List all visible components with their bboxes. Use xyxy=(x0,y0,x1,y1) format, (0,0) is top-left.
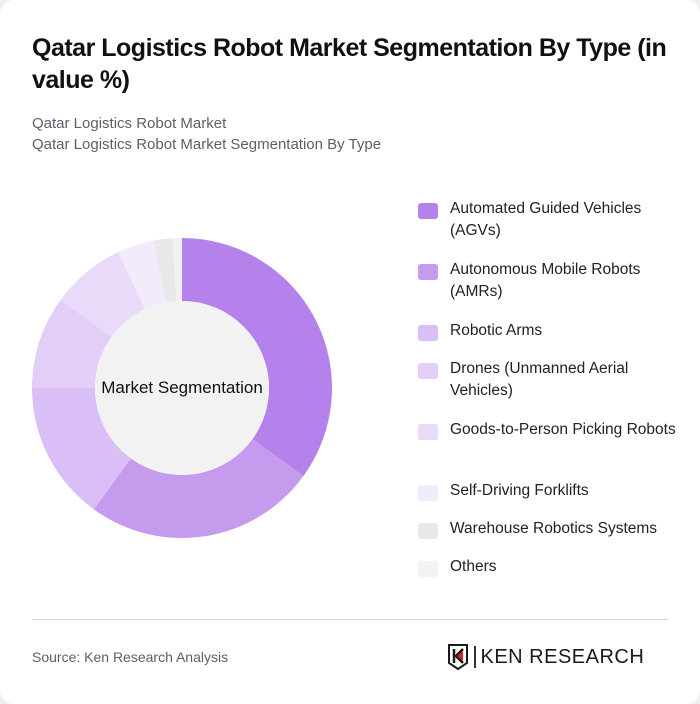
legend-label: Goods-to-Person Picking Robots xyxy=(450,421,676,438)
donut-segment xyxy=(172,238,182,302)
legend-item-agvs: Automated Guided Vehicles (AGVs) xyxy=(418,198,678,242)
legend-item-forklifts: Self-Driving Forklifts xyxy=(418,480,678,502)
legend-swatch xyxy=(418,523,438,539)
legend-swatch xyxy=(418,424,438,440)
legend-label: Automated Guided Vehicles (AGVs) xyxy=(450,200,642,239)
legend-item-goods-to-person: Goods-to-Person Picking Robots xyxy=(418,419,678,463)
chart-subtitle: Qatar Logistics Robot Market Qatar Logis… xyxy=(32,113,381,155)
donut-hole xyxy=(95,301,269,475)
subtitle-segmentation: Qatar Logistics Robot Market Segmentatio… xyxy=(32,136,382,153)
legend-label: Autonomous Mobile Robots (AMRs) xyxy=(450,261,641,300)
donut-segment xyxy=(32,388,131,510)
legend-swatch xyxy=(418,485,438,501)
donut-segment xyxy=(182,238,332,477)
ken-shield-icon xyxy=(448,644,468,671)
legend-item-drones: Drones (Unmanned Aerial Vehicles) xyxy=(418,358,678,402)
legend-swatch xyxy=(418,325,438,341)
logo-text: KEN RESEARCH xyxy=(480,645,645,668)
ken-research-logo: KEN RESEARCH xyxy=(447,643,644,671)
source-text: Source: Ken Research Analysis xyxy=(32,649,229,665)
legend-label: Drones (Unmanned Aerial Vehicles) xyxy=(450,360,629,399)
legend-item-others: Others xyxy=(418,556,678,578)
donut-segment xyxy=(60,252,145,337)
donut-segment xyxy=(93,439,304,538)
subtitle-market: Qatar Logistics Robot Market xyxy=(32,115,227,132)
legend-item-warehouse-systems: Warehouse Robotics Systems xyxy=(418,518,678,540)
legend-swatch xyxy=(418,363,438,379)
donut-segment xyxy=(32,299,112,388)
donut-chart: Market Segmentation xyxy=(30,236,334,540)
legend-swatch xyxy=(418,203,438,219)
footer-divider xyxy=(32,619,668,620)
legend-label: Others xyxy=(450,558,497,575)
donut-segment xyxy=(118,240,166,310)
chart-legend: Automated Guided Vehicles (AGVs) Autonom… xyxy=(418,198,678,578)
legend-item-robotic-arms: Robotic Arms xyxy=(418,320,678,342)
donut-segment xyxy=(153,238,177,303)
legend-swatch xyxy=(418,561,438,577)
logo-divider xyxy=(474,646,476,668)
legend-label: Robotic Arms xyxy=(450,322,543,339)
legend-label: Warehouse Robotics Systems xyxy=(450,520,658,537)
chart-title: Qatar Logistics Robot Market Segmentatio… xyxy=(32,34,667,94)
donut-svg xyxy=(32,238,332,538)
legend-item-amrs: Autonomous Mobile Robots (AMRs) xyxy=(418,259,678,303)
legend-label: Self-Driving Forklifts xyxy=(450,482,589,499)
legend-swatch xyxy=(418,264,438,280)
